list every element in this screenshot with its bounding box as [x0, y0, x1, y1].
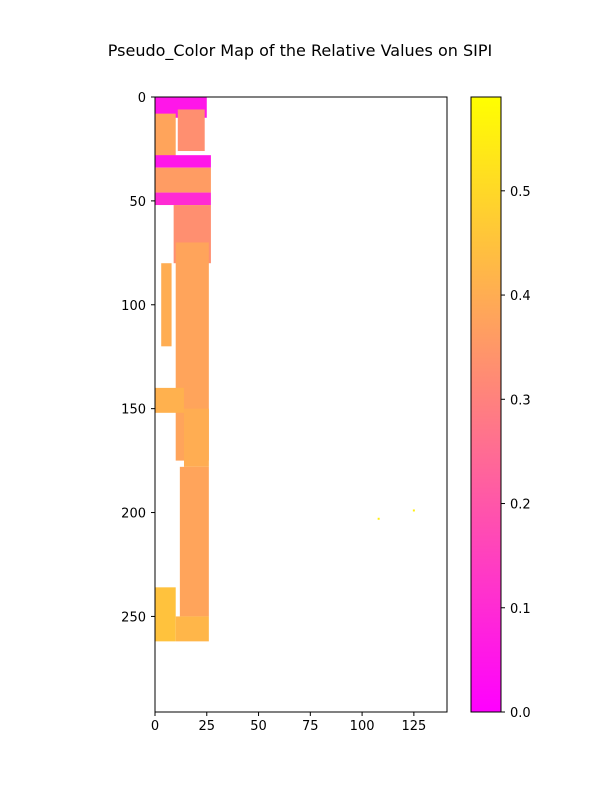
y-tick-label: 100: [121, 299, 146, 314]
heatmap-cell: [161, 263, 172, 347]
heatmap-cell: [155, 587, 176, 642]
colorbar: [471, 97, 501, 712]
heatmap-cell: [155, 155, 211, 168]
colorbar-tick-label: 0.3: [510, 393, 531, 408]
y-tick-label: 50: [129, 195, 146, 210]
heatmap-cell: [175, 616, 209, 642]
colorbar-axis: 0.0 0.1 0.2 0.3 0.4 0.5: [501, 185, 531, 721]
y-tick-label: 250: [121, 610, 146, 625]
heatmap-cell: [155, 167, 211, 193]
heatmap-cell: [183, 408, 209, 467]
heatmap-point: [412, 509, 415, 512]
heatmap-point: [377, 517, 380, 520]
chart-title: Pseudo_Color Map of the Relative Values …: [108, 41, 492, 61]
x-tick-label: 100: [350, 719, 375, 734]
x-axis: 0 25 50 75 100 125: [151, 712, 426, 734]
x-tick-label: 25: [198, 719, 215, 734]
heatmap-cell: [155, 113, 176, 160]
y-tick-label: 0: [138, 91, 146, 106]
plot-frame: [154, 96, 448, 713]
y-axis: 0 50 100 150 200 250: [121, 91, 155, 625]
heatmap-cells: [155, 97, 415, 642]
x-tick-label: 0: [151, 719, 159, 734]
colorbar-tick-label: 0.0: [510, 706, 531, 721]
colorbar-frame: [470, 96, 502, 713]
y-tick-label: 200: [121, 507, 146, 522]
colorbar-tick-label: 0.4: [510, 289, 531, 304]
heatmap-cell: [155, 192, 211, 206]
colorbar-tick-label: 0.2: [510, 498, 531, 513]
x-tick-label: 50: [250, 719, 267, 734]
y-tick-label: 150: [121, 403, 146, 418]
colorbar-tick-label: 0.5: [510, 185, 531, 200]
heatmap-cell: [155, 387, 184, 413]
colorbar-tick-label: 0.1: [510, 602, 531, 617]
heatmap-cell: [179, 466, 209, 617]
x-tick-label: 125: [401, 719, 426, 734]
heatmap-cell: [177, 109, 205, 152]
x-tick-label: 75: [302, 719, 319, 734]
